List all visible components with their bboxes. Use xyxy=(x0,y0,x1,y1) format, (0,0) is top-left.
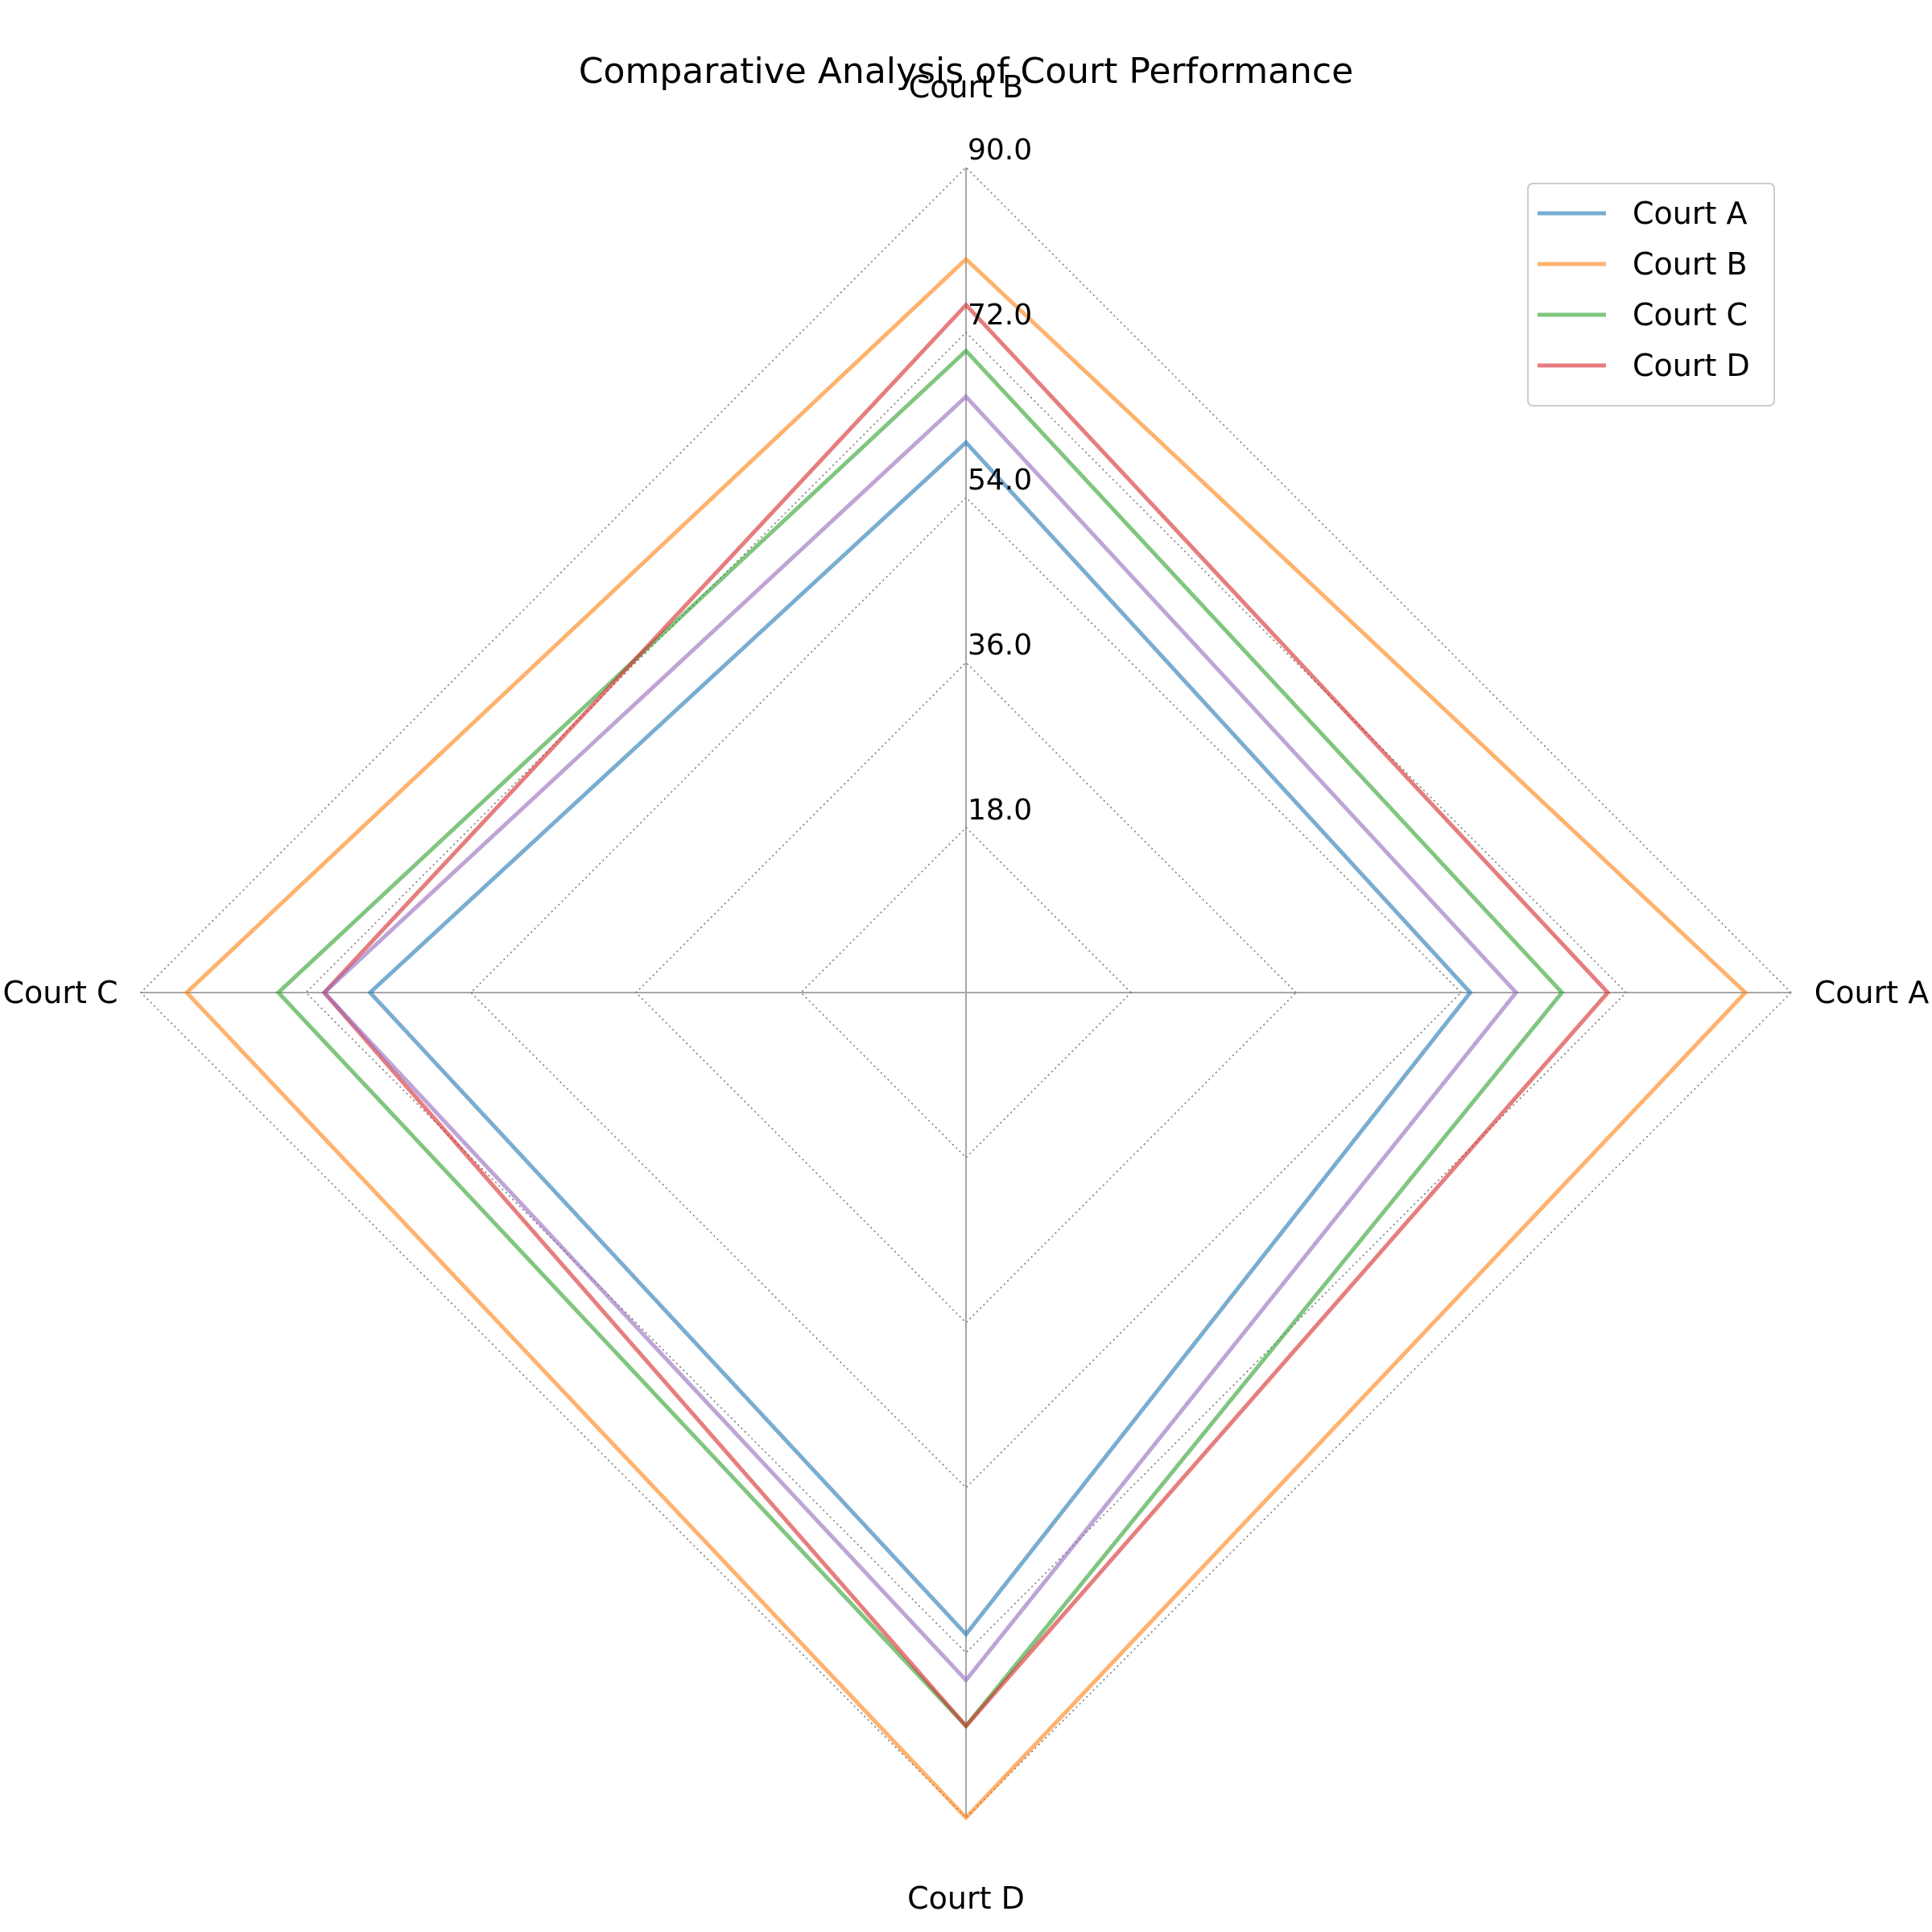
legend: Court A Court B Court C Court D xyxy=(1528,184,1774,406)
axis-label-2: Court B xyxy=(909,69,1024,105)
r-tick-label-5: 90.0 xyxy=(968,134,1032,167)
grid-layer xyxy=(141,167,1791,1818)
r-tick-label-4: 72.0 xyxy=(968,299,1032,332)
legend-label-3: Court C xyxy=(1633,297,1748,332)
series-line-5 xyxy=(324,397,1517,1681)
axis-label-3: Court C xyxy=(2,975,118,1010)
r-tick-label-3: 54.0 xyxy=(968,464,1032,497)
axis-label-1: Court A xyxy=(1814,975,1929,1010)
series-line-3 xyxy=(279,351,1563,1726)
legend-label-1: Court A xyxy=(1633,196,1747,231)
axis-label-4: Court D xyxy=(907,1880,1025,1916)
r-tick-label-1: 18.0 xyxy=(968,794,1032,827)
legend-label-2: Court B xyxy=(1633,246,1748,282)
r-tick-label-2: 36.0 xyxy=(968,629,1032,662)
series-line-1 xyxy=(370,443,1471,1635)
legend-label-4: Court D xyxy=(1633,348,1750,383)
